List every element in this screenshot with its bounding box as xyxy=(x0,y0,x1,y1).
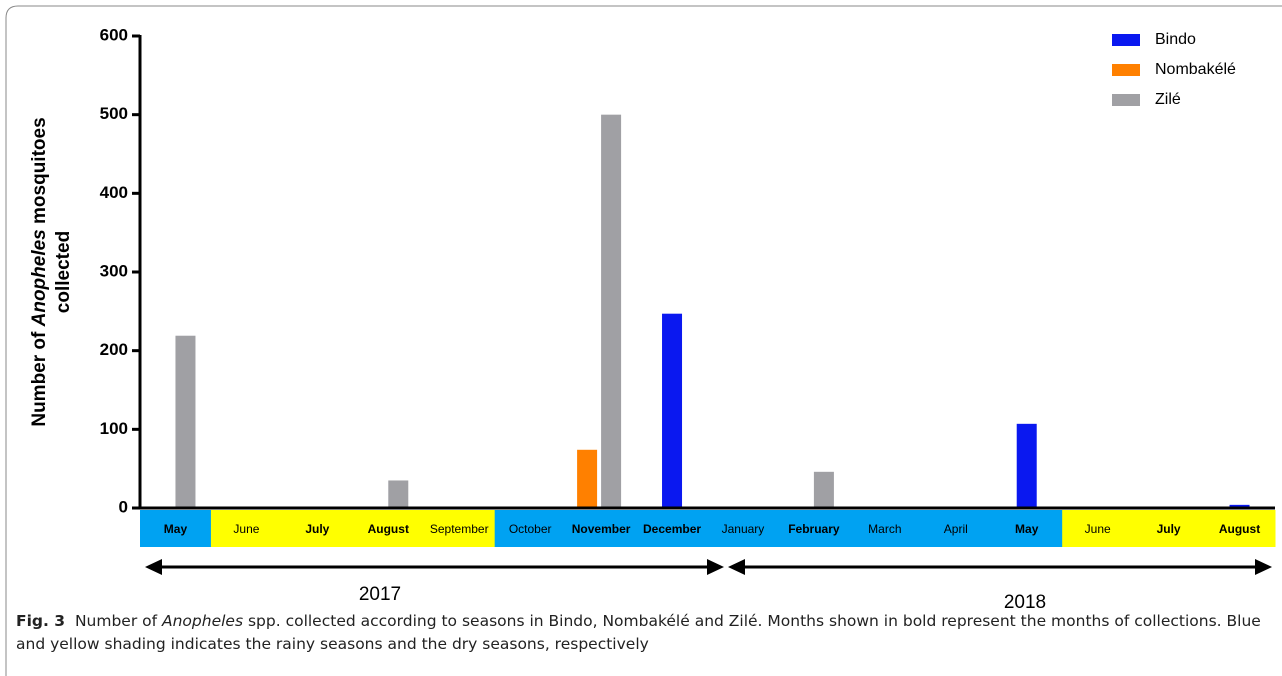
x-tick-label: August xyxy=(368,522,409,536)
arrow-head xyxy=(728,559,745,575)
arrow-head xyxy=(1255,559,1272,575)
x-tick-label: August xyxy=(1219,522,1260,536)
arrow-head xyxy=(707,559,724,575)
bar xyxy=(1016,423,1037,508)
x-tick-label: June xyxy=(233,522,259,536)
bar xyxy=(175,335,196,508)
y-axis-label: collected xyxy=(53,231,74,313)
x-tick-label: November xyxy=(572,522,631,536)
season-band xyxy=(210,510,283,547)
bar xyxy=(662,313,683,508)
legend-swatch xyxy=(1112,64,1140,76)
arrow-head xyxy=(145,559,162,575)
legend-swatch xyxy=(1112,94,1140,106)
season-band xyxy=(920,510,992,547)
season-band xyxy=(140,510,212,547)
y-label-part: Number of xyxy=(29,326,50,426)
caption-label: Fig. 3 xyxy=(16,612,66,630)
bar xyxy=(388,480,409,508)
y-tick-label: 500 xyxy=(100,104,128,123)
season-band xyxy=(1062,510,1134,547)
legend-label: Zilé xyxy=(1155,91,1181,108)
x-tick-label: October xyxy=(509,522,552,536)
y-label-part: Anopheles xyxy=(29,229,50,327)
bar xyxy=(601,114,622,509)
x-tick-label: July xyxy=(305,522,329,536)
season-band xyxy=(565,510,638,547)
y-axis-label: Number of Anopheles mosquitoes xyxy=(29,117,50,426)
x-tick-label: December xyxy=(643,522,701,536)
season-band xyxy=(849,510,921,547)
legend-label: Bindo xyxy=(1155,31,1196,48)
y-tick-label: 100 xyxy=(100,419,128,438)
bar xyxy=(577,449,598,508)
caption-text: Anopheles xyxy=(162,612,244,630)
y-label-part: mosquitoes xyxy=(29,117,50,229)
caption-text: spp. collected according to seasons in B… xyxy=(16,612,1261,653)
y-tick-label: 400 xyxy=(100,183,128,202)
x-tick-label: June xyxy=(1085,522,1111,536)
y-tick-label: 200 xyxy=(100,340,128,359)
x-tick-label: February xyxy=(788,522,840,536)
season-band xyxy=(1133,510,1205,547)
frame xyxy=(5,5,1282,676)
legend-label: Nombakélé xyxy=(1155,61,1236,78)
season-band xyxy=(352,510,425,547)
season-band xyxy=(1204,510,1276,547)
x-tick-label: September xyxy=(430,522,489,536)
season-band xyxy=(281,510,354,547)
caption-text: Number of xyxy=(74,612,162,630)
season-band xyxy=(778,510,850,547)
season-band xyxy=(423,510,496,547)
y-tick-label: 600 xyxy=(100,25,128,44)
season-band xyxy=(636,510,708,547)
season-band xyxy=(991,510,1063,547)
bar xyxy=(813,471,834,508)
year-label: 2018 xyxy=(1004,592,1046,613)
caption: Fig. 3 Number of Anopheles spp. collecte… xyxy=(16,610,1266,656)
bar xyxy=(1229,504,1250,508)
x-tick-label: May xyxy=(1015,522,1039,536)
x-tick-label: May xyxy=(164,522,188,536)
x-tick-label: January xyxy=(722,522,765,536)
x-tick-label: April xyxy=(944,522,968,536)
year-label: 2017 xyxy=(359,584,401,605)
season-band xyxy=(707,510,779,547)
season-band xyxy=(494,510,567,547)
x-tick-label: July xyxy=(1157,522,1181,536)
y-tick-label: 0 xyxy=(119,497,128,516)
y-tick-label: 300 xyxy=(100,261,128,280)
legend-swatch xyxy=(1112,34,1140,46)
year-arrows xyxy=(145,559,1272,575)
x-tick-label: March xyxy=(868,522,901,536)
